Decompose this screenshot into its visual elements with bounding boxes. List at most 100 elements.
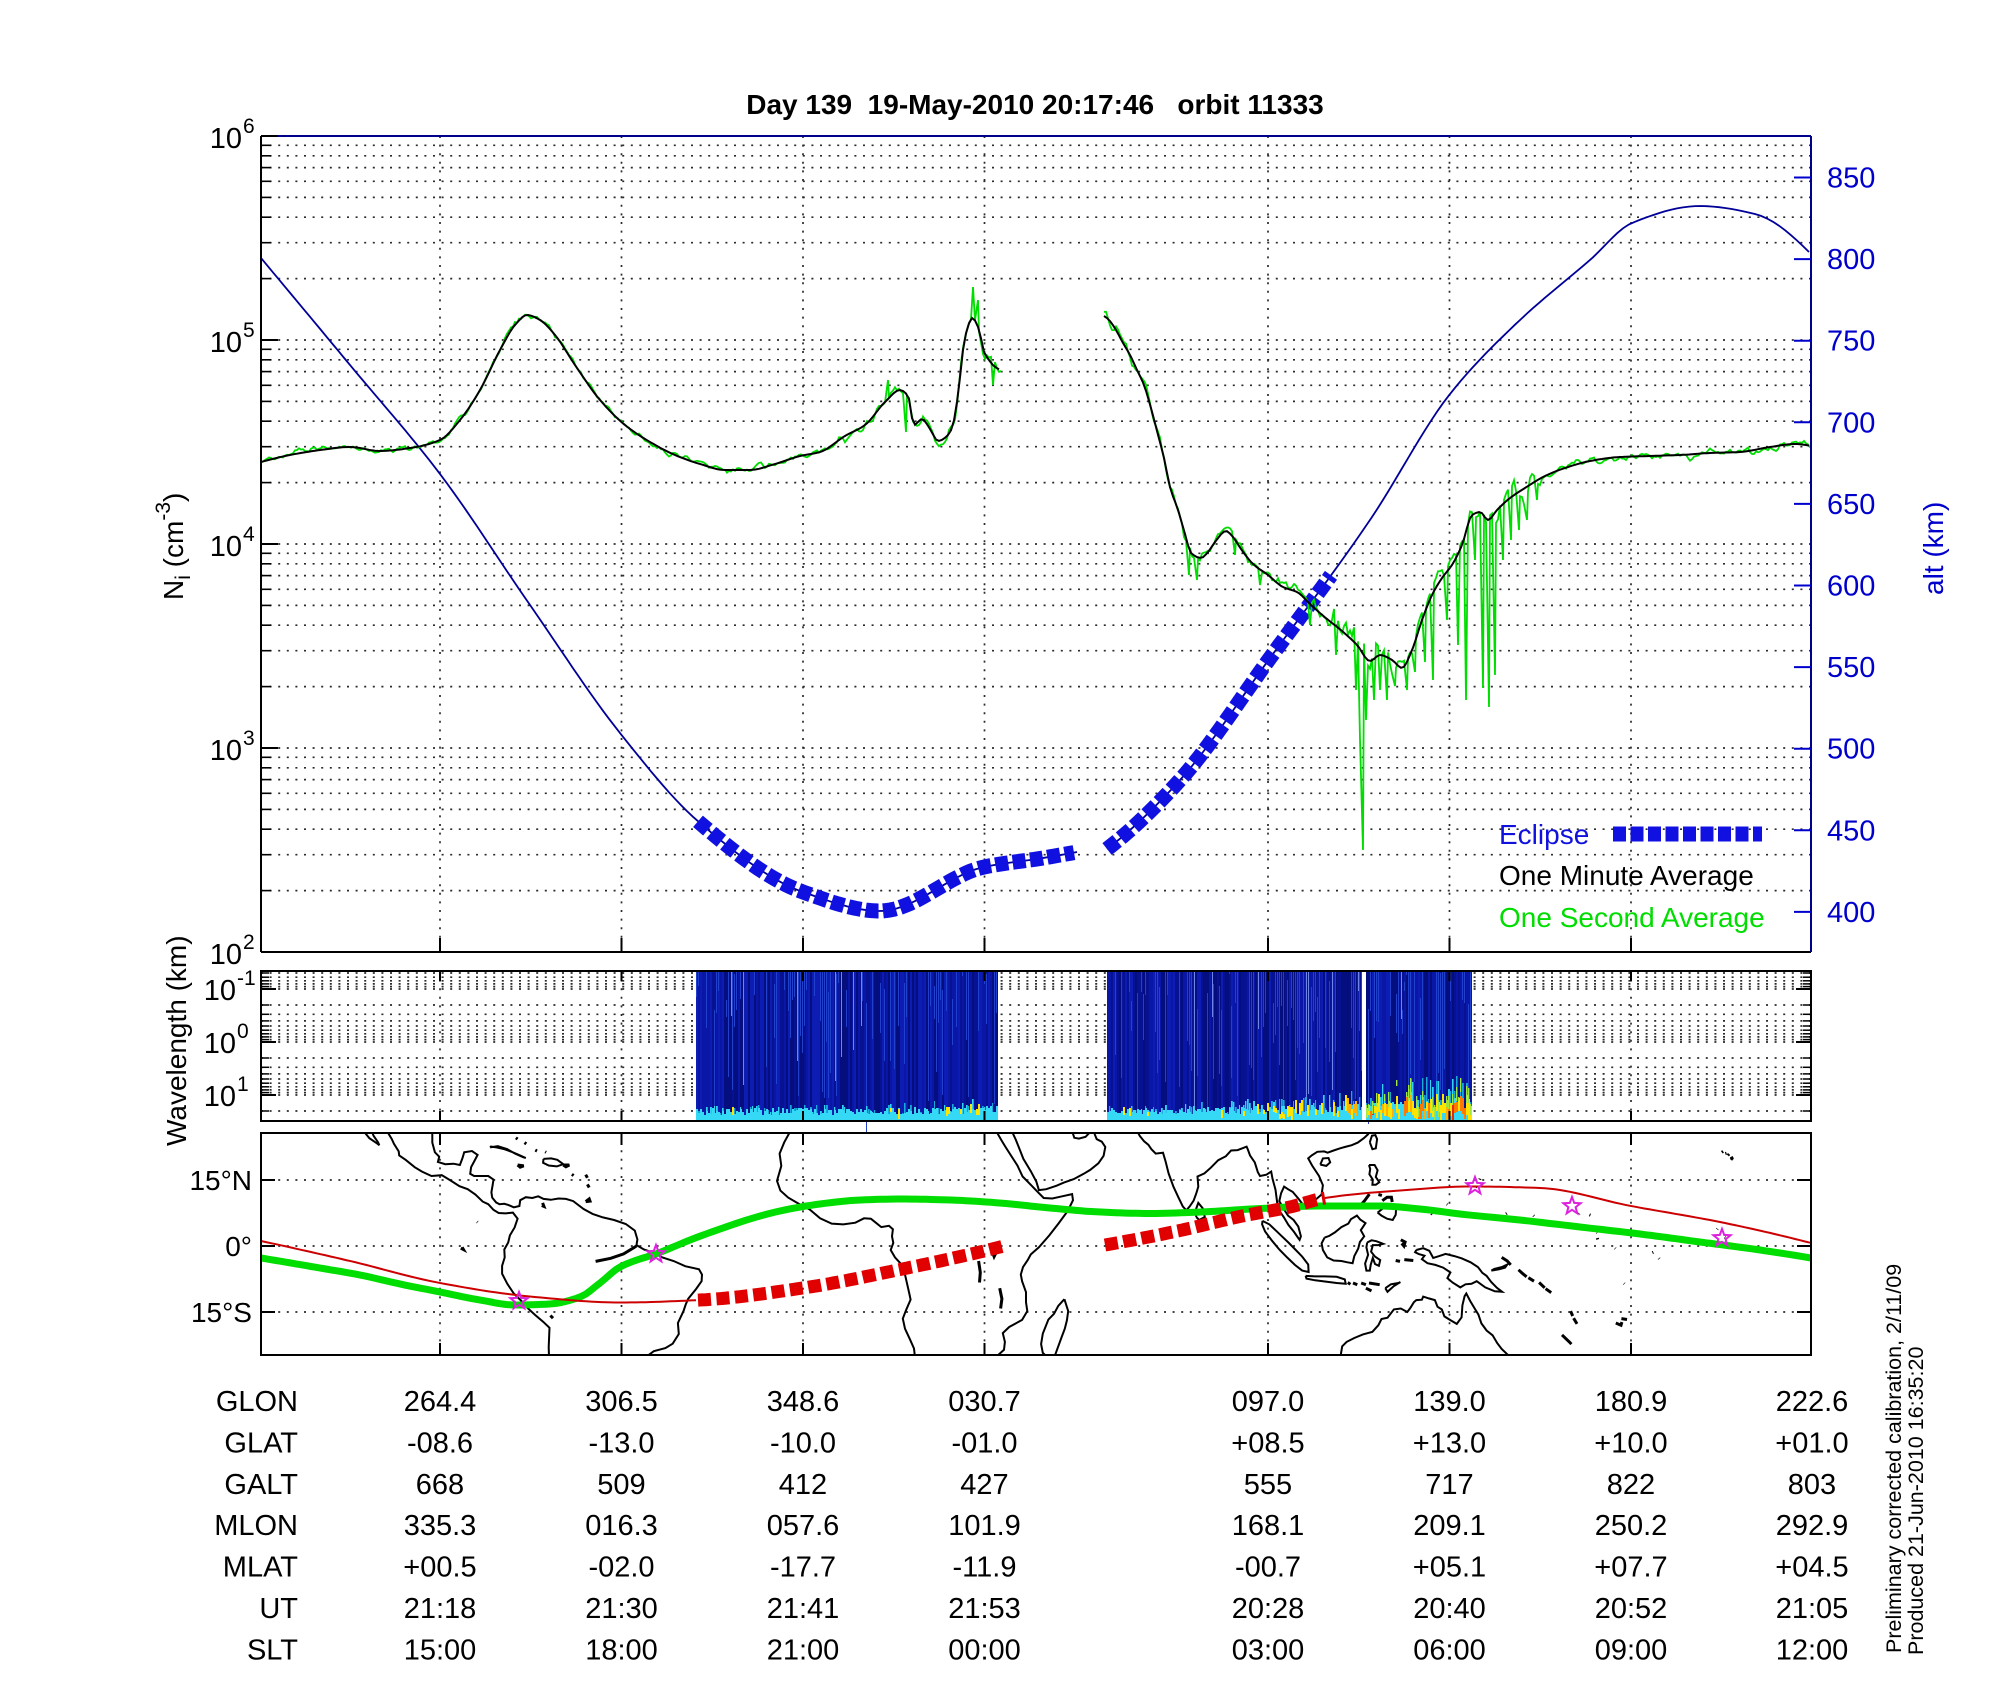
svg-text:Day 139 19-May-2010 20:17:46: Day 139 19-May-2010 20:17:46 orbit 11333	[746, 89, 1323, 120]
svg-text:030.7: 030.7	[948, 1386, 1021, 1418]
svg-text:21:41: 21:41	[767, 1593, 840, 1625]
svg-text:600: 600	[1827, 571, 1875, 603]
svg-text:450: 450	[1827, 815, 1875, 847]
svg-text:-00.7: -00.7	[1235, 1552, 1301, 1584]
svg-text:20:40: 20:40	[1413, 1593, 1486, 1625]
svg-text:-08.6: -08.6	[407, 1427, 473, 1459]
svg-text:One Minute Average: One Minute Average	[1499, 860, 1754, 891]
svg-text:SLT: SLT	[247, 1634, 298, 1666]
svg-text:10: 10	[204, 1028, 236, 1060]
svg-text:Preliminary corrected calibrat: Preliminary corrected calibration, 2/11/…	[1882, 1264, 1906, 1653]
svg-text:06:00: 06:00	[1413, 1634, 1486, 1666]
svg-text:20:28: 20:28	[1232, 1593, 1305, 1625]
svg-text:0: 0	[237, 1020, 249, 1043]
svg-text:-01.0: -01.0	[951, 1427, 1017, 1459]
svg-text:10: 10	[204, 975, 236, 1007]
svg-text:250.2: 250.2	[1595, 1510, 1668, 1542]
svg-text:-02.0: -02.0	[588, 1552, 654, 1584]
svg-text:427: 427	[960, 1469, 1008, 1501]
svg-text:UT: UT	[259, 1593, 298, 1625]
svg-text:057.6: 057.6	[767, 1510, 840, 1542]
svg-text:400: 400	[1827, 897, 1875, 929]
svg-text:222.6: 222.6	[1776, 1386, 1849, 1418]
svg-text:101.9: 101.9	[948, 1510, 1021, 1542]
svg-text:016.3: 016.3	[585, 1510, 658, 1542]
svg-text:850: 850	[1827, 163, 1875, 195]
svg-text:10: 10	[210, 327, 242, 359]
svg-text:-17.7: -17.7	[770, 1552, 836, 1584]
svg-text:10: 10	[210, 735, 242, 767]
svg-text:21:00: 21:00	[767, 1634, 840, 1666]
svg-text:-10.0: -10.0	[770, 1427, 836, 1459]
svg-text:00:00: 00:00	[948, 1634, 1021, 1666]
svg-text:+01.0: +01.0	[1775, 1427, 1848, 1459]
svg-text:One Second Average: One Second Average	[1499, 902, 1765, 933]
svg-text:5: 5	[243, 319, 255, 342]
svg-text:700: 700	[1827, 407, 1875, 439]
svg-text:180.9: 180.9	[1595, 1386, 1668, 1418]
svg-text:139.0: 139.0	[1413, 1386, 1486, 1418]
svg-text:6: 6	[243, 115, 255, 138]
svg-text:168.1: 168.1	[1232, 1510, 1305, 1542]
svg-text:MLON: MLON	[214, 1510, 298, 1542]
svg-text:348.6: 348.6	[767, 1386, 840, 1418]
svg-text:650: 650	[1827, 489, 1875, 521]
svg-text:12:00: 12:00	[1776, 1634, 1849, 1666]
svg-text:10: 10	[210, 939, 242, 971]
svg-text:209.1: 209.1	[1413, 1510, 1486, 1542]
svg-text:+00.5: +00.5	[403, 1552, 476, 1584]
svg-text:10: 10	[210, 531, 242, 563]
svg-text:+08.5: +08.5	[1231, 1427, 1304, 1459]
svg-text:412: 412	[779, 1469, 827, 1501]
svg-text:15°N: 15°N	[189, 1165, 252, 1196]
svg-text:GALT: GALT	[224, 1469, 298, 1501]
svg-text:-11.9: -11.9	[953, 1552, 1017, 1584]
svg-text:18:00: 18:00	[585, 1634, 658, 1666]
svg-text:10: 10	[210, 123, 242, 155]
svg-text:+05.1: +05.1	[1413, 1552, 1486, 1584]
svg-text:555: 555	[1244, 1469, 1292, 1501]
svg-text:292.9: 292.9	[1776, 1510, 1849, 1542]
svg-text:4: 4	[243, 523, 255, 546]
svg-text:1: 1	[237, 1073, 249, 1096]
svg-text:3: 3	[243, 727, 255, 750]
svg-text:500: 500	[1827, 734, 1875, 766]
svg-text:alt (km): alt (km)	[1918, 502, 1949, 595]
svg-text:21:53: 21:53	[948, 1593, 1021, 1625]
svg-text:-1: -1	[237, 967, 256, 990]
svg-text:20:52: 20:52	[1595, 1593, 1668, 1625]
svg-text:306.5: 306.5	[585, 1386, 658, 1418]
svg-text:264.4: 264.4	[404, 1386, 477, 1418]
svg-text:09:00: 09:00	[1595, 1634, 1668, 1666]
svg-text:Wavelength (km): Wavelength (km)	[161, 935, 192, 1146]
svg-text:GLAT: GLAT	[224, 1427, 298, 1459]
svg-text:Eclipse: Eclipse	[1499, 819, 1589, 850]
svg-text:+04.5: +04.5	[1775, 1552, 1848, 1584]
svg-text:Produced 21-Jun-2010 16:35:20: Produced 21-Jun-2010 16:35:20	[1904, 1347, 1928, 1655]
svg-text:21:05: 21:05	[1776, 1593, 1849, 1625]
svg-text:+13.0: +13.0	[1413, 1427, 1486, 1459]
svg-text:15:00: 15:00	[404, 1634, 477, 1666]
svg-text:21:30: 21:30	[585, 1593, 658, 1625]
svg-text:0°: 0°	[225, 1231, 252, 1262]
svg-text:15°S: 15°S	[191, 1297, 252, 1328]
svg-text:717: 717	[1425, 1469, 1473, 1501]
svg-text:803: 803	[1788, 1469, 1836, 1501]
svg-text:550: 550	[1827, 652, 1875, 684]
svg-text:+07.7: +07.7	[1594, 1552, 1667, 1584]
svg-text:668: 668	[416, 1469, 464, 1501]
svg-text:+10.0: +10.0	[1594, 1427, 1667, 1459]
svg-text:800: 800	[1827, 244, 1875, 276]
svg-text:MLAT: MLAT	[223, 1552, 298, 1584]
svg-text:750: 750	[1827, 326, 1875, 358]
svg-text:097.0: 097.0	[1232, 1386, 1305, 1418]
svg-text:2: 2	[243, 931, 255, 954]
svg-text:GLON: GLON	[216, 1386, 298, 1418]
svg-text:822: 822	[1607, 1469, 1655, 1501]
svg-text:21:18: 21:18	[404, 1593, 477, 1625]
svg-text:10: 10	[204, 1081, 236, 1113]
svg-text:335.3: 335.3	[404, 1510, 477, 1542]
svg-text:-13.0: -13.0	[588, 1427, 654, 1459]
svg-text:03:00: 03:00	[1232, 1634, 1305, 1666]
svg-text:509: 509	[597, 1469, 645, 1501]
